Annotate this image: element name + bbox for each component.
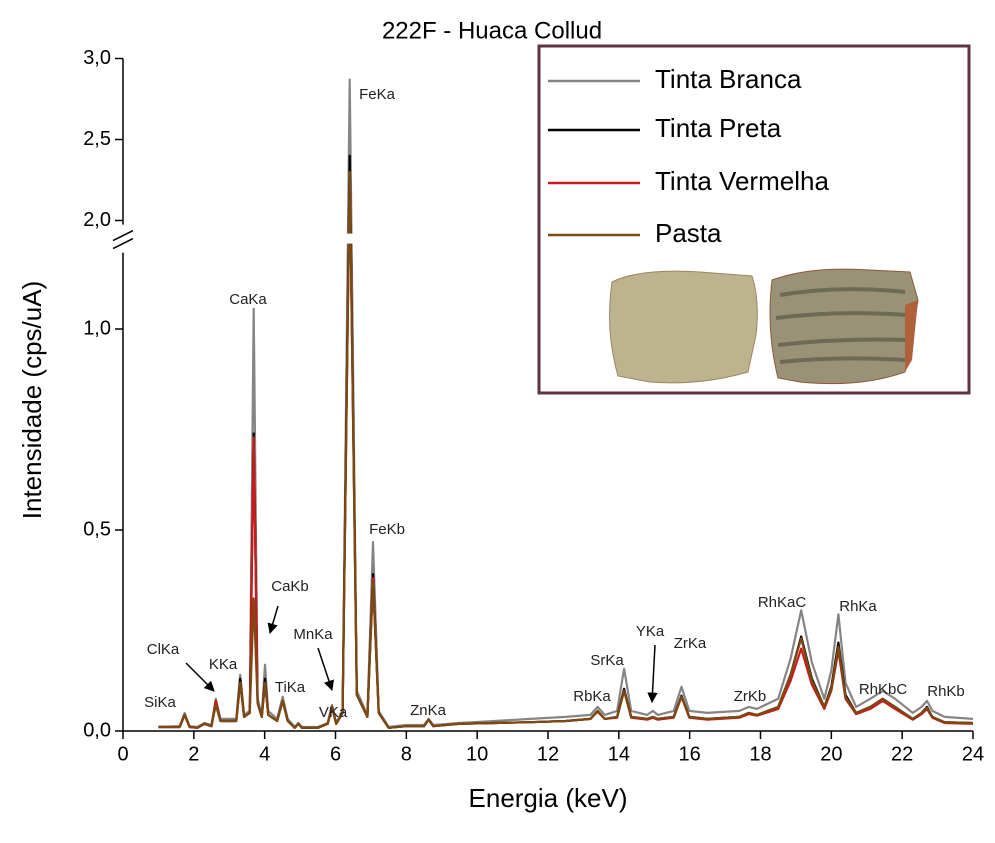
peak-label: FeKa <box>359 86 396 103</box>
peak-label: CaKb <box>271 578 309 595</box>
arrow <box>185 662 215 692</box>
arrow <box>647 644 658 704</box>
peak-label: ZrKa <box>674 635 707 652</box>
legend-label: Tinta Vermelha <box>655 166 829 196</box>
peak-label: RhKbC <box>859 681 908 698</box>
sherd-photo <box>769 268 919 385</box>
y-tick-label: 1,0 <box>83 317 111 339</box>
x-tick-label: 24 <box>962 743 984 765</box>
sherd-photo <box>609 270 758 384</box>
peak-label: RhKaC <box>758 594 807 611</box>
arrow <box>317 647 334 691</box>
plot-area <box>158 78 974 729</box>
y-axis-title: Intensidade (cps/uA) <box>17 281 47 519</box>
sherd-stripes <box>775 287 909 364</box>
chart-title: 222F - Huaca Collud <box>382 17 602 44</box>
legend-label: Tinta Branca <box>655 64 802 94</box>
x-tick-label: 8 <box>401 743 412 765</box>
x-tick-label: 16 <box>679 743 701 765</box>
arrow <box>267 605 279 635</box>
series-line <box>158 170 974 729</box>
legend: Tinta Branca Tinta Preta Tinta Vermelha Pas… <box>537 44 971 395</box>
axis-break <box>112 229 134 242</box>
legend-label: Tinta Preta <box>655 113 782 143</box>
y-tick-label: 2,5 <box>83 128 111 150</box>
sherd-edge <box>905 300 918 372</box>
legend-label: Pasta <box>655 218 722 248</box>
x-tick-label: 0 <box>117 743 128 765</box>
x-axis-title: Energia (keV) <box>469 783 628 813</box>
peak-label: SrKa <box>590 652 624 669</box>
peak-label: RbKa <box>573 688 611 705</box>
peak-label: RhKb <box>927 683 965 700</box>
x-tick-label: 14 <box>608 743 630 765</box>
x-tick-label: 12 <box>537 743 559 765</box>
y-tick-label: 0,5 <box>83 518 111 540</box>
peak-label: ZrKb <box>734 688 767 705</box>
x-tick-label: 4 <box>259 743 270 765</box>
x-tick-label: 18 <box>749 743 771 765</box>
peak-label: ZnKa <box>410 702 447 719</box>
x-tick-label: 2 <box>188 743 199 765</box>
peak-label: TiKa <box>275 679 306 696</box>
peak-label: VKa <box>319 704 348 721</box>
y-tick-label: 3,0 <box>83 47 111 69</box>
axis-break <box>112 237 134 250</box>
peak-label: KKa <box>209 656 238 673</box>
x-tick-label: 6 <box>330 743 341 765</box>
peak-label: CaKa <box>229 291 267 308</box>
peak-label: FeKb <box>369 521 405 538</box>
peak-label: YKa <box>636 623 665 640</box>
peak-label: MnKa <box>293 626 333 643</box>
peak-label: SiKa <box>144 694 176 711</box>
break-gap <box>341 233 358 244</box>
arrows <box>185 605 658 704</box>
x-tick-label: 20 <box>820 743 842 765</box>
x-tick-label: 10 <box>466 743 488 765</box>
peak-label: ClKa <box>147 641 180 658</box>
peak-label: RhKa <box>839 598 877 615</box>
x-tick-label: 22 <box>891 743 913 765</box>
y-tick-label: 2,0 <box>83 209 111 231</box>
y-tick-label: 0,0 <box>83 719 111 741</box>
